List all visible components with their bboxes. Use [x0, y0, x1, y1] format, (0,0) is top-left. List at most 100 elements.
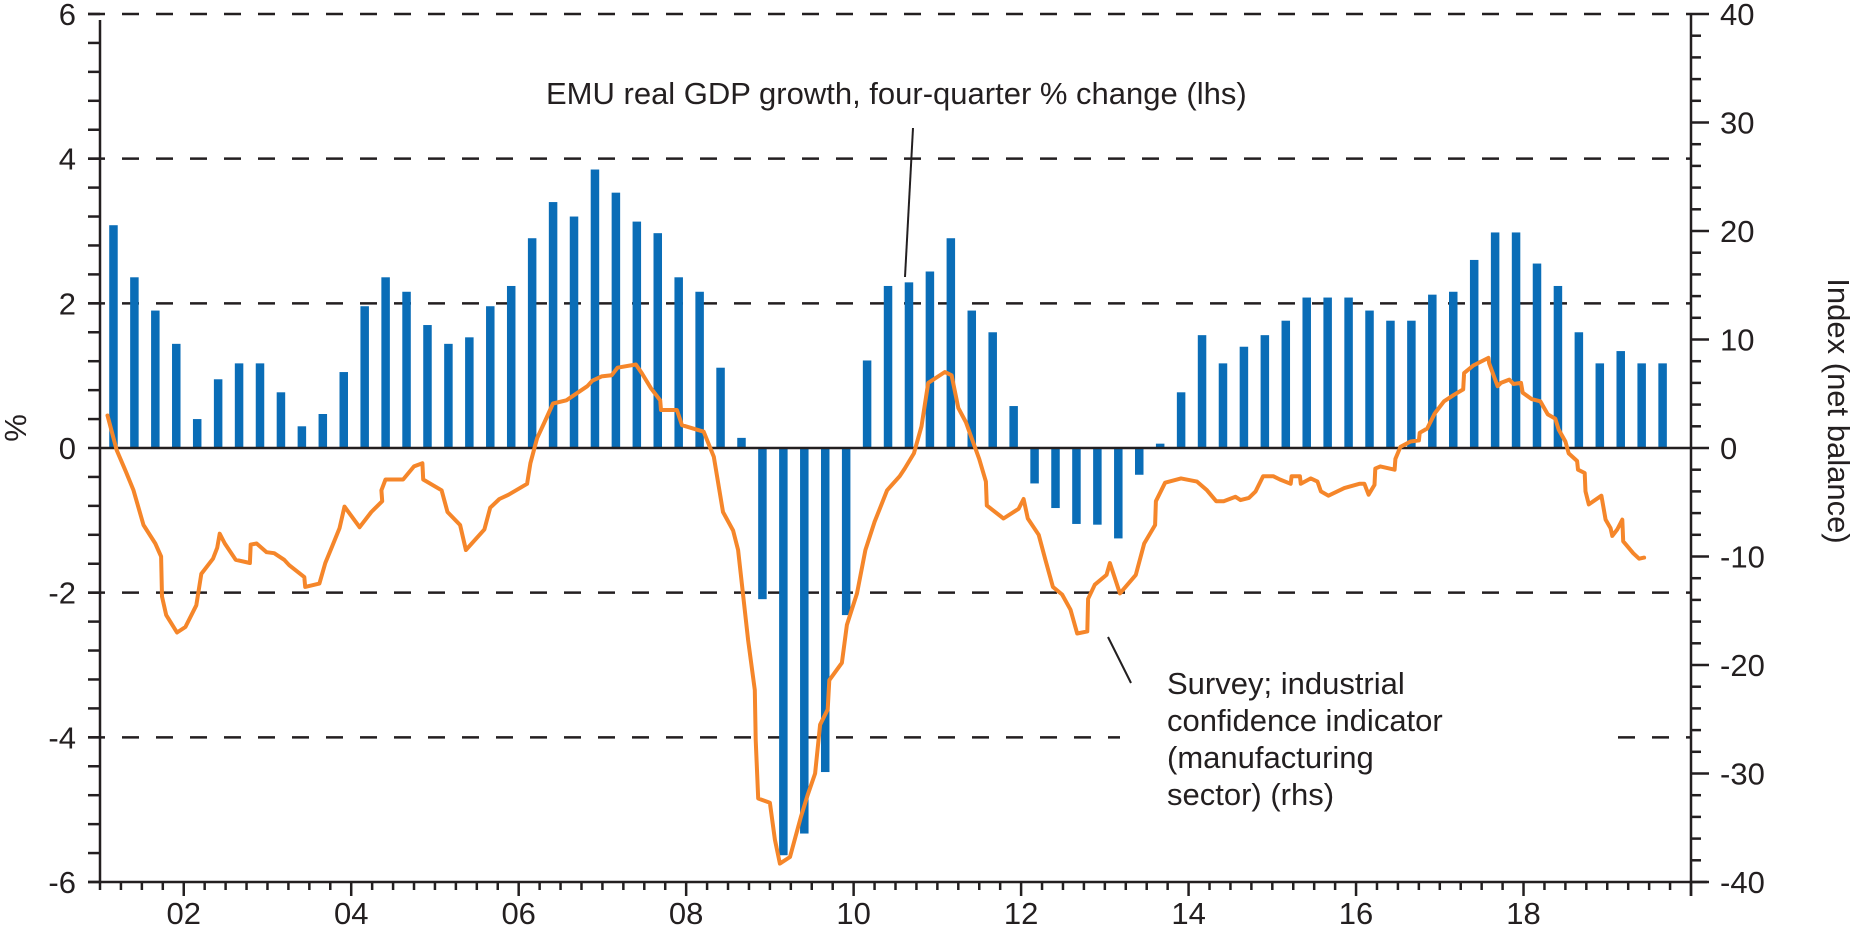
- gdp-bar: [674, 277, 683, 448]
- gdp-bar: [1595, 363, 1605, 448]
- x-tick-label: 02: [166, 896, 200, 928]
- gdp-bar: [569, 216, 579, 448]
- gdp-bar: [1072, 448, 1081, 524]
- right-axis-tick-labels: 40 30 20 10 0 -10 -20 -30 -40: [1720, 0, 1765, 900]
- confidence-line-layer: [105, 355, 1647, 866]
- gdp-bar: [318, 414, 328, 448]
- confidence-annotation-line-3: (manufacturing: [1167, 740, 1374, 775]
- axes: [88, 12, 1709, 896]
- right-tick-label: -30: [1720, 757, 1765, 792]
- gdp-bar: [611, 192, 621, 448]
- gdp-bar: [527, 238, 537, 448]
- gdp-bar: [1386, 320, 1395, 448]
- gdp-bar: [172, 343, 181, 448]
- gdp-bar: [716, 367, 725, 448]
- confidence-annotation-leader-line: [1107, 636, 1132, 684]
- gdp-bar: [1009, 406, 1018, 448]
- gdp-bar: [1155, 443, 1165, 448]
- gdp-bar: [444, 343, 453, 448]
- gdp-bar: [1176, 392, 1186, 448]
- gdp-bar: [590, 169, 600, 448]
- gdp-bar: [506, 285, 516, 448]
- gdp-bar: [1658, 363, 1667, 448]
- left-axis-tick-labels: 6 4 2 0 -2 -4 -6: [48, 0, 76, 900]
- gdp-bar: [820, 448, 830, 773]
- annotation-mask: [1120, 731, 1610, 744]
- gdp-bar: [1114, 448, 1123, 539]
- gdp-bar: [486, 306, 495, 448]
- gdp-bar: [1469, 259, 1479, 448]
- gdp-annotation-leader-line: [904, 127, 914, 278]
- x-tick-label: 06: [501, 896, 535, 928]
- right-tick-label: 0: [1720, 431, 1737, 466]
- gdp-bar: [1051, 448, 1060, 509]
- right-axis-title: Index (net balance): [1821, 278, 1855, 543]
- gdp-bar: [1218, 363, 1228, 448]
- gdp-bar: [925, 271, 935, 448]
- x-tick-label: 16: [1339, 896, 1373, 928]
- gdp-bar: [1574, 332, 1584, 448]
- gdp-bar: [1553, 285, 1563, 448]
- gdp-bar: [151, 310, 160, 448]
- gdp-bars: [109, 169, 1667, 856]
- gdp-bar: [360, 306, 369, 448]
- gdp-bar: [465, 337, 474, 448]
- gdp-bar: [1616, 351, 1625, 448]
- gdp-bar: [423, 325, 432, 448]
- gdp-bar: [1344, 297, 1353, 448]
- gdp-bar: [1281, 320, 1291, 448]
- left-tick-label: -2: [48, 576, 76, 611]
- gdp-bar: [1407, 320, 1416, 448]
- gdp-bar: [1532, 263, 1542, 448]
- left-tick-label: 2: [59, 286, 76, 321]
- gdp-bar: [1365, 310, 1374, 448]
- gdp-bar: [883, 285, 893, 448]
- left-tick-label: 6: [59, 0, 76, 32]
- gdp-bar: [841, 448, 851, 616]
- gdp-bar: [402, 291, 411, 448]
- gdp-bar: [1637, 363, 1646, 448]
- gdp-bar: [109, 225, 118, 448]
- gdp-bar: [653, 233, 663, 448]
- gdp-bar: [192, 419, 202, 448]
- gdp-bar: [1093, 448, 1102, 525]
- gdp-bar: [1511, 232, 1521, 448]
- gdp-bar: [1449, 291, 1458, 448]
- confidence-indicator-line: [105, 355, 1647, 866]
- x-tick-label: 12: [1004, 896, 1038, 928]
- left-tick-label: -4: [48, 720, 76, 755]
- gdp-bar: [1134, 448, 1144, 475]
- gdp-bar: [695, 291, 704, 448]
- x-axis-tick-labels: 02 04 06 08 10 12 14 16 18: [166, 896, 1540, 928]
- gdp-bar: [946, 238, 956, 448]
- gdp-bar: [213, 379, 223, 448]
- gdp-bar: [1490, 232, 1500, 448]
- gridlines: [88, 12, 1691, 744]
- gdp-bar: [862, 360, 872, 448]
- gdp-bar: [130, 277, 139, 448]
- gdp-bar: [632, 221, 642, 448]
- gdp-bar: [779, 448, 788, 856]
- gdp-bar: [800, 448, 809, 834]
- x-tick-label: 14: [1171, 896, 1205, 928]
- left-tick-label: 0: [59, 431, 76, 466]
- gdp-bar: [297, 426, 307, 448]
- gdp-bar: [1239, 346, 1249, 448]
- gdp-bar: [1323, 297, 1332, 448]
- gdp-bar: [381, 277, 390, 448]
- left-tick-label: -6: [48, 865, 76, 900]
- gdp-bar: [904, 282, 914, 448]
- gdp-bar: [339, 372, 348, 448]
- right-tick-label: 30: [1720, 106, 1754, 141]
- right-tick-label: 20: [1720, 214, 1754, 249]
- confidence-annotation-line-2: confidence indicator: [1167, 703, 1443, 738]
- gdp-bar: [758, 448, 767, 600]
- right-tick-label: -10: [1720, 540, 1765, 575]
- gdp-bar: [737, 437, 746, 448]
- confidence-annotation-line-4: sector) (rhs): [1167, 777, 1334, 812]
- gdp-bar: [988, 332, 997, 448]
- gdp-bar: [548, 202, 558, 448]
- left-tick-label: 4: [59, 142, 76, 177]
- gdp-bar: [1197, 335, 1207, 448]
